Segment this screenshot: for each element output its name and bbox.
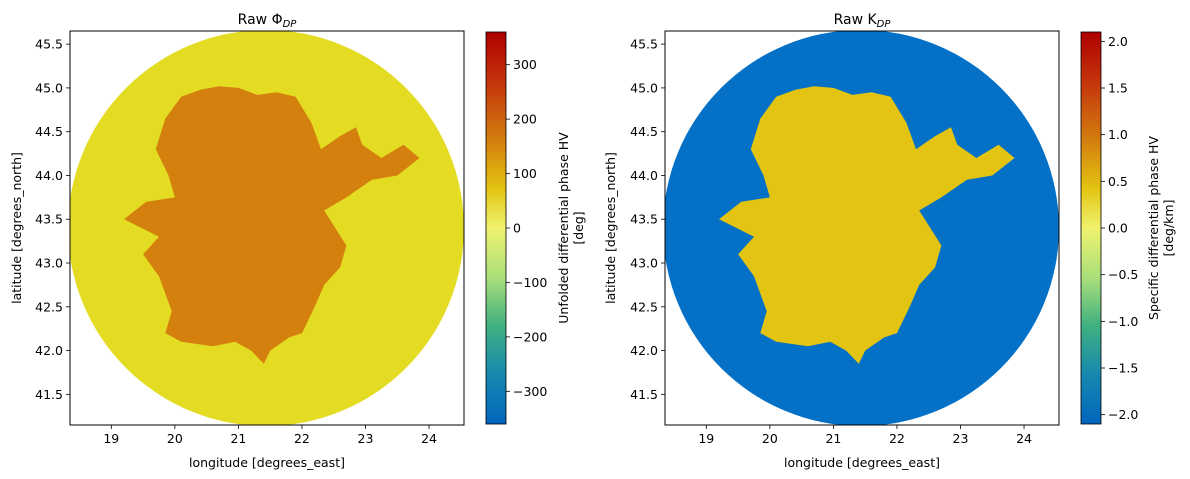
y-tick-label: 42.5 [35, 299, 63, 314]
colorbar [485, 31, 507, 425]
y-tick-label: 45.5 [35, 37, 63, 52]
x-tick-label: 24 [1016, 431, 1032, 446]
x-tick-label: 19 [698, 431, 714, 446]
plot-frame [69, 30, 465, 426]
x-axis-ticks: 19 20 21 22 23 24 [103, 425, 437, 446]
y-tick-label: 41.5 [35, 387, 63, 402]
colorbar-tick-label: 300 [513, 57, 537, 72]
x-tick-label: 19 [103, 431, 119, 446]
y-tick-label: 44.0 [630, 168, 658, 183]
panel-phidp: 19 20 21 22 23 24 41.5 42.0 42.5 43.0 43.5 44.0 44.… [9, 12, 586, 470]
colorbar-ticks: 2.0 1.5 1.0 0.5 0.0 −0.5 −1.0 −1.5 −2.0 [1101, 34, 1138, 422]
colorbar-tick-label: −2.0 [1108, 407, 1138, 422]
echo-region [124, 86, 420, 364]
y-tick-label: 43.0 [35, 256, 63, 271]
y-tick-label: 42.5 [630, 299, 658, 314]
x-tick-label: 21 [825, 431, 841, 446]
colorbar-ticks: 300 200 100 0 −100 −200 −300 [506, 57, 547, 399]
y-tick-label: 42.0 [35, 343, 63, 358]
colorbar-tick-label: −200 [513, 329, 547, 344]
x-axis-ticks: 19 20 21 22 23 24 [698, 425, 1032, 446]
colorbar-tick-label: −300 [513, 384, 547, 399]
x-tick-label: 23 [953, 431, 969, 446]
y-tick-label: 41.5 [630, 387, 658, 402]
colorbar-tick-label: 100 [513, 166, 537, 181]
x-tick-label: 23 [358, 431, 374, 446]
echo-region [719, 86, 1015, 364]
colorbar-tick-label: −0.5 [1108, 267, 1138, 282]
colorbar-tick-label: 200 [513, 112, 537, 127]
colorbar-tick-label: 0.5 [1108, 174, 1128, 189]
colorbar-label-line1: Unfolded differential phase HV [556, 132, 571, 324]
colorbar-tick-label: 2.0 [1108, 34, 1128, 49]
y-axis-label: latitude [degrees_north] [9, 152, 24, 304]
x-tick-label: 20 [167, 431, 183, 446]
y-tick-label: 44.0 [35, 168, 63, 183]
y-tick-label: 45.0 [35, 80, 63, 95]
panel-kdp: 19 20 21 22 23 24 41.5 42.0 42.5 43.0 43.5 44.0 44.… [603, 12, 1176, 470]
colorbar-tick-label: 0.0 [1108, 221, 1128, 236]
colorbar-label: Specific differential phase HV[deg/km] [1146, 136, 1176, 320]
colorbar-tick-label: −1.0 [1108, 314, 1138, 329]
chart-title-subscript: DP [283, 19, 298, 30]
colorbar-label-line2: [deg] [571, 211, 586, 244]
chart-title: Raw ΦDP [238, 12, 298, 30]
x-tick-label: 20 [762, 431, 778, 446]
colorbar-tick-label: 1.0 [1108, 127, 1128, 142]
colorbar-label-line2: [deg/km] [1161, 200, 1176, 257]
y-tick-label: 44.5 [630, 124, 658, 139]
colorbar-tick-label: 0 [513, 221, 521, 236]
x-axis-label: longitude [degrees_east] [189, 455, 345, 470]
y-axis-label: latitude [degrees_north] [603, 152, 618, 304]
y-tick-label: 43.5 [35, 212, 63, 227]
colorbar-label: Unfolded differential phase HV[deg] [556, 132, 586, 324]
colorbar-label-line1: Specific differential phase HV [1146, 136, 1161, 320]
x-axis-label: longitude [degrees_east] [784, 455, 940, 470]
colorbar-tick-label: −1.5 [1108, 361, 1138, 376]
colorbar [1080, 31, 1102, 425]
y-tick-label: 44.5 [35, 124, 63, 139]
x-tick-label: 21 [230, 431, 246, 446]
x-tick-label: 22 [889, 431, 905, 446]
chart-title: Raw KDP [834, 12, 892, 30]
y-axis-ticks: 41.5 42.0 42.5 43.0 43.5 44.0 44.5 45.0 45.5 [35, 37, 70, 402]
y-axis-ticks: 41.5 42.0 42.5 43.0 43.5 44.0 44.5 45.0 45.5 [630, 37, 665, 402]
plot-frame [664, 30, 1060, 426]
colorbar-tick-label: −100 [513, 275, 547, 290]
y-tick-label: 43.5 [630, 212, 658, 227]
y-tick-label: 42.0 [630, 343, 658, 358]
x-tick-label: 22 [294, 431, 310, 446]
y-tick-label: 43.0 [630, 256, 658, 271]
colorbar-tick-label: 1.5 [1108, 81, 1128, 96]
y-tick-label: 45.0 [630, 80, 658, 95]
y-tick-label: 45.5 [630, 37, 658, 52]
chart-title-subscript: DP [877, 19, 892, 30]
x-tick-label: 24 [421, 431, 437, 446]
